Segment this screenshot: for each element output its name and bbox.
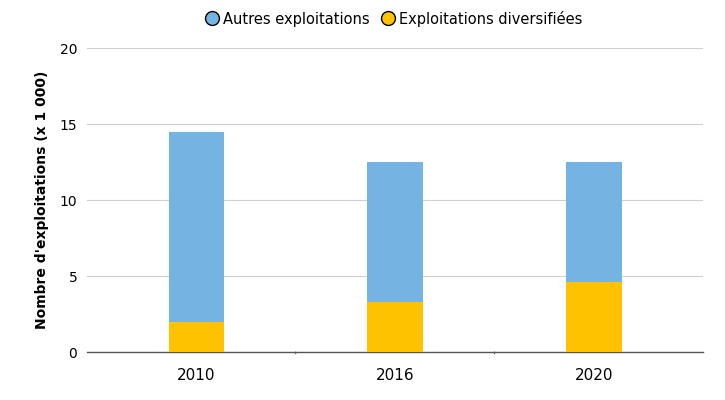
Legend: Autres exploitations, Exploitations diversifiées: Autres exploitations, Exploitations dive… [201,4,589,34]
Bar [168,132,224,322]
Bar [368,162,423,302]
Bar [566,282,622,352]
Bar [566,162,622,282]
Bar [368,302,423,352]
Bar [168,322,224,352]
Y-axis label: Nombre d'exploitations (x 1 000): Nombre d'exploitations (x 1 000) [35,71,49,329]
